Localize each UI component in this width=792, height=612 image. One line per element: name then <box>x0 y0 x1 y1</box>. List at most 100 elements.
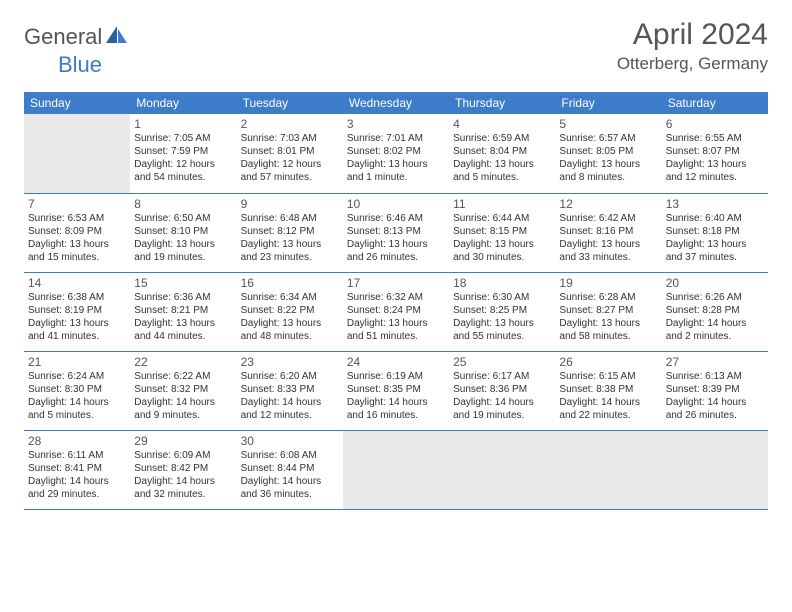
day-cell <box>555 430 661 509</box>
day-cell: 16Sunrise: 6:34 AMSunset: 8:22 PMDayligh… <box>237 272 343 351</box>
week-row: 14Sunrise: 6:38 AMSunset: 8:19 PMDayligh… <box>24 272 768 351</box>
daylight-line: Daylight: 13 hours and 55 minutes. <box>453 317 551 343</box>
sunrise-line: Sunrise: 6:38 AM <box>28 291 126 304</box>
sunrise-line: Sunrise: 6:57 AM <box>559 132 657 145</box>
day-cell: 6Sunrise: 6:55 AMSunset: 8:07 PMDaylight… <box>662 114 768 193</box>
sunset-line: Sunset: 8:01 PM <box>241 145 339 158</box>
day-number: 2 <box>241 117 339 131</box>
daylight-line: Daylight: 14 hours and 5 minutes. <box>28 396 126 422</box>
sail-icon <box>106 26 128 49</box>
daylight-line: Daylight: 14 hours and 16 minutes. <box>347 396 445 422</box>
day-number: 29 <box>134 434 232 448</box>
day-header: Friday <box>555 92 661 114</box>
daylight-line: Daylight: 14 hours and 12 minutes. <box>241 396 339 422</box>
day-cell: 20Sunrise: 6:26 AMSunset: 8:28 PMDayligh… <box>662 272 768 351</box>
day-number: 15 <box>134 276 232 290</box>
sunrise-line: Sunrise: 6:55 AM <box>666 132 764 145</box>
day-cell: 11Sunrise: 6:44 AMSunset: 8:15 PMDayligh… <box>449 193 555 272</box>
sunset-line: Sunset: 8:33 PM <box>241 383 339 396</box>
daylight-line: Daylight: 14 hours and 32 minutes. <box>134 475 232 501</box>
daylight-line: Daylight: 13 hours and 44 minutes. <box>134 317 232 343</box>
daylight-line: Daylight: 14 hours and 19 minutes. <box>453 396 551 422</box>
daylight-line: Daylight: 13 hours and 30 minutes. <box>453 238 551 264</box>
daylight-line: Daylight: 13 hours and 5 minutes. <box>453 158 551 184</box>
sunset-line: Sunset: 8:25 PM <box>453 304 551 317</box>
daylight-line: Daylight: 13 hours and 37 minutes. <box>666 238 764 264</box>
day-number: 21 <box>28 355 126 369</box>
sunrise-line: Sunrise: 7:03 AM <box>241 132 339 145</box>
sunset-line: Sunset: 8:38 PM <box>559 383 657 396</box>
sunrise-line: Sunrise: 6:32 AM <box>347 291 445 304</box>
sunrise-line: Sunrise: 6:40 AM <box>666 212 764 225</box>
daylight-line: Daylight: 14 hours and 9 minutes. <box>134 396 232 422</box>
daylight-line: Daylight: 13 hours and 41 minutes. <box>28 317 126 343</box>
day-number: 16 <box>241 276 339 290</box>
logo: General <box>24 24 130 50</box>
daylight-line: Daylight: 13 hours and 15 minutes. <box>28 238 126 264</box>
day-number: 27 <box>666 355 764 369</box>
day-number: 28 <box>28 434 126 448</box>
logo-text-blue: Blue <box>58 52 102 78</box>
day-number: 14 <box>28 276 126 290</box>
day-cell: 8Sunrise: 6:50 AMSunset: 8:10 PMDaylight… <box>130 193 236 272</box>
daylight-line: Daylight: 14 hours and 2 minutes. <box>666 317 764 343</box>
day-number: 25 <box>453 355 551 369</box>
day-number: 17 <box>347 276 445 290</box>
day-cell: 18Sunrise: 6:30 AMSunset: 8:25 PMDayligh… <box>449 272 555 351</box>
daylight-line: Daylight: 14 hours and 29 minutes. <box>28 475 126 501</box>
sunrise-line: Sunrise: 6:22 AM <box>134 370 232 383</box>
month-title: April 2024 <box>617 18 768 52</box>
sunrise-line: Sunrise: 6:17 AM <box>453 370 551 383</box>
day-number: 22 <box>134 355 232 369</box>
sunset-line: Sunset: 8:22 PM <box>241 304 339 317</box>
daylight-line: Daylight: 13 hours and 1 minute. <box>347 158 445 184</box>
sunrise-line: Sunrise: 6:59 AM <box>453 132 551 145</box>
day-cell: 17Sunrise: 6:32 AMSunset: 8:24 PMDayligh… <box>343 272 449 351</box>
daylight-line: Daylight: 13 hours and 19 minutes. <box>134 238 232 264</box>
location: Otterberg, Germany <box>617 54 768 74</box>
day-cell: 15Sunrise: 6:36 AMSunset: 8:21 PMDayligh… <box>130 272 236 351</box>
sunset-line: Sunset: 8:42 PM <box>134 462 232 475</box>
week-row: 28Sunrise: 6:11 AMSunset: 8:41 PMDayligh… <box>24 430 768 509</box>
day-cell: 26Sunrise: 6:15 AMSunset: 8:38 PMDayligh… <box>555 351 661 430</box>
day-number: 9 <box>241 197 339 211</box>
day-cell: 28Sunrise: 6:11 AMSunset: 8:41 PMDayligh… <box>24 430 130 509</box>
sunset-line: Sunset: 8:35 PM <box>347 383 445 396</box>
sunset-line: Sunset: 8:18 PM <box>666 225 764 238</box>
sunset-line: Sunset: 8:07 PM <box>666 145 764 158</box>
sunrise-line: Sunrise: 6:15 AM <box>559 370 657 383</box>
day-number: 13 <box>666 197 764 211</box>
sunset-line: Sunset: 8:39 PM <box>666 383 764 396</box>
day-number: 5 <box>559 117 657 131</box>
day-cell: 2Sunrise: 7:03 AMSunset: 8:01 PMDaylight… <box>237 114 343 193</box>
daylight-line: Daylight: 13 hours and 23 minutes. <box>241 238 339 264</box>
sunset-line: Sunset: 8:36 PM <box>453 383 551 396</box>
sunset-line: Sunset: 8:12 PM <box>241 225 339 238</box>
sunset-line: Sunset: 8:24 PM <box>347 304 445 317</box>
sunrise-line: Sunrise: 6:30 AM <box>453 291 551 304</box>
week-row: 21Sunrise: 6:24 AMSunset: 8:30 PMDayligh… <box>24 351 768 430</box>
daylight-line: Daylight: 14 hours and 36 minutes. <box>241 475 339 501</box>
day-cell: 13Sunrise: 6:40 AMSunset: 8:18 PMDayligh… <box>662 193 768 272</box>
day-cell: 9Sunrise: 6:48 AMSunset: 8:12 PMDaylight… <box>237 193 343 272</box>
day-number: 8 <box>134 197 232 211</box>
sunset-line: Sunset: 8:10 PM <box>134 225 232 238</box>
sunset-line: Sunset: 8:04 PM <box>453 145 551 158</box>
daylight-line: Daylight: 13 hours and 48 minutes. <box>241 317 339 343</box>
day-cell: 10Sunrise: 6:46 AMSunset: 8:13 PMDayligh… <box>343 193 449 272</box>
day-number: 18 <box>453 276 551 290</box>
week-row: 7Sunrise: 6:53 AMSunset: 8:09 PMDaylight… <box>24 193 768 272</box>
day-number: 11 <box>453 197 551 211</box>
day-header: Sunday <box>24 92 130 114</box>
daylight-line: Daylight: 13 hours and 33 minutes. <box>559 238 657 264</box>
day-number: 1 <box>134 117 232 131</box>
day-cell: 30Sunrise: 6:08 AMSunset: 8:44 PMDayligh… <box>237 430 343 509</box>
logo-text-general: General <box>24 24 102 50</box>
day-cell: 5Sunrise: 6:57 AMSunset: 8:05 PMDaylight… <box>555 114 661 193</box>
day-cell: 21Sunrise: 6:24 AMSunset: 8:30 PMDayligh… <box>24 351 130 430</box>
day-cell: 23Sunrise: 6:20 AMSunset: 8:33 PMDayligh… <box>237 351 343 430</box>
day-number: 3 <box>347 117 445 131</box>
sunset-line: Sunset: 8:44 PM <box>241 462 339 475</box>
sunset-line: Sunset: 8:28 PM <box>666 304 764 317</box>
day-cell: 12Sunrise: 6:42 AMSunset: 8:16 PMDayligh… <box>555 193 661 272</box>
